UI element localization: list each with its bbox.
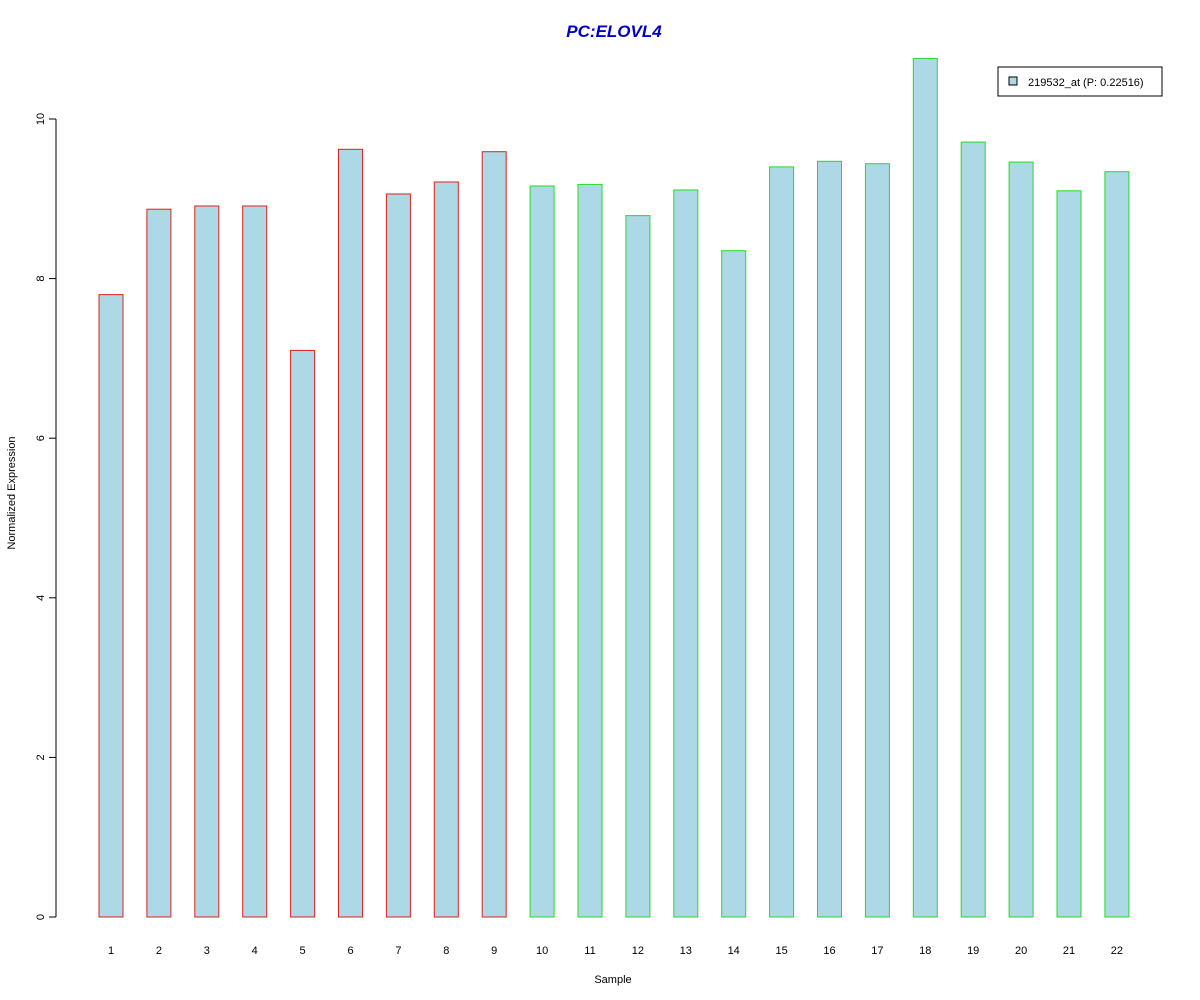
x-tick-label: 11 xyxy=(584,945,595,957)
bar-sample-10 xyxy=(529,185,555,918)
y-axis-label: Normalized Expression xyxy=(6,436,18,549)
chart-title: PC:ELOVL4 xyxy=(566,22,662,41)
bar-sample-8 xyxy=(433,181,459,918)
x-tick-label: 3 xyxy=(204,945,210,957)
x-tick-label: 5 xyxy=(300,945,306,957)
bar-sample-20 xyxy=(1008,161,1034,918)
bar-sample-22 xyxy=(1104,171,1130,918)
x-tick-label: 4 xyxy=(252,945,258,957)
bars xyxy=(98,57,1130,918)
bar-sample-11 xyxy=(577,183,603,918)
bar-sample-9 xyxy=(481,151,507,918)
x-tick-label: 7 xyxy=(395,945,401,957)
y-tick-label: 8 xyxy=(35,276,47,282)
x-axis-label: Sample xyxy=(594,974,631,986)
x-tick-label: 8 xyxy=(443,945,449,957)
x-tick-label: 9 xyxy=(491,945,497,957)
x-tick-label: 2 xyxy=(156,945,162,957)
x-tick-label: 16 xyxy=(823,945,835,957)
x-tick-label: 12 xyxy=(632,945,644,957)
legend-label: 219532_at (P: 0.22516) xyxy=(1028,77,1144,89)
legend-swatch xyxy=(1008,76,1018,86)
bar-sample-4 xyxy=(242,205,268,918)
bar-sample-2 xyxy=(146,208,172,918)
bar-sample-17 xyxy=(864,163,890,918)
bar-sample-18 xyxy=(912,57,938,918)
bar-sample-5 xyxy=(290,349,316,918)
x-tick-label: 1 xyxy=(108,945,114,957)
y-tick-label: 0 xyxy=(35,914,47,920)
x-tick-label: 20 xyxy=(1015,945,1027,957)
x-tick-label: 19 xyxy=(967,945,979,957)
x-tick-label: 21 xyxy=(1063,945,1075,957)
x-tick-label: 10 xyxy=(536,945,548,957)
y-tick-label: 10 xyxy=(35,113,47,125)
bar-sample-21 xyxy=(1056,190,1082,918)
bar-sample-16 xyxy=(817,160,842,918)
legend: 219532_at (P: 0.22516) xyxy=(997,66,1163,97)
bar-sample-6 xyxy=(338,148,363,918)
y-tick-label: 4 xyxy=(35,595,47,601)
x-tick-label: 14 xyxy=(728,945,740,957)
bar-sample-12 xyxy=(625,215,651,918)
bar-sample-3 xyxy=(194,205,220,918)
x-tick-label: 6 xyxy=(347,945,353,957)
x-tick-label: 22 xyxy=(1111,945,1123,957)
y-tick-label: 6 xyxy=(35,435,47,441)
bar-sample-14 xyxy=(721,250,747,918)
bar-sample-1 xyxy=(98,294,124,918)
bar-sample-7 xyxy=(385,193,411,918)
bar-sample-19 xyxy=(960,141,986,918)
x-tick-label: 13 xyxy=(680,945,692,957)
x-tick-labels: 1 2 3 4 5 6 7 8 9 10 11 12 13 14 15 16 17 18 19 20 21 22 xyxy=(108,945,1123,957)
bar-sample-15 xyxy=(769,166,795,918)
x-tick-label: 17 xyxy=(871,945,883,957)
bar-sample-13 xyxy=(673,189,699,918)
y-tick-label: 2 xyxy=(35,754,47,760)
legend-box xyxy=(997,66,1163,97)
y-axis: 0 2 4 6 8 10 xyxy=(35,113,57,920)
x-tick-label: 15 xyxy=(775,945,787,957)
x-tick-label: 18 xyxy=(919,945,931,957)
